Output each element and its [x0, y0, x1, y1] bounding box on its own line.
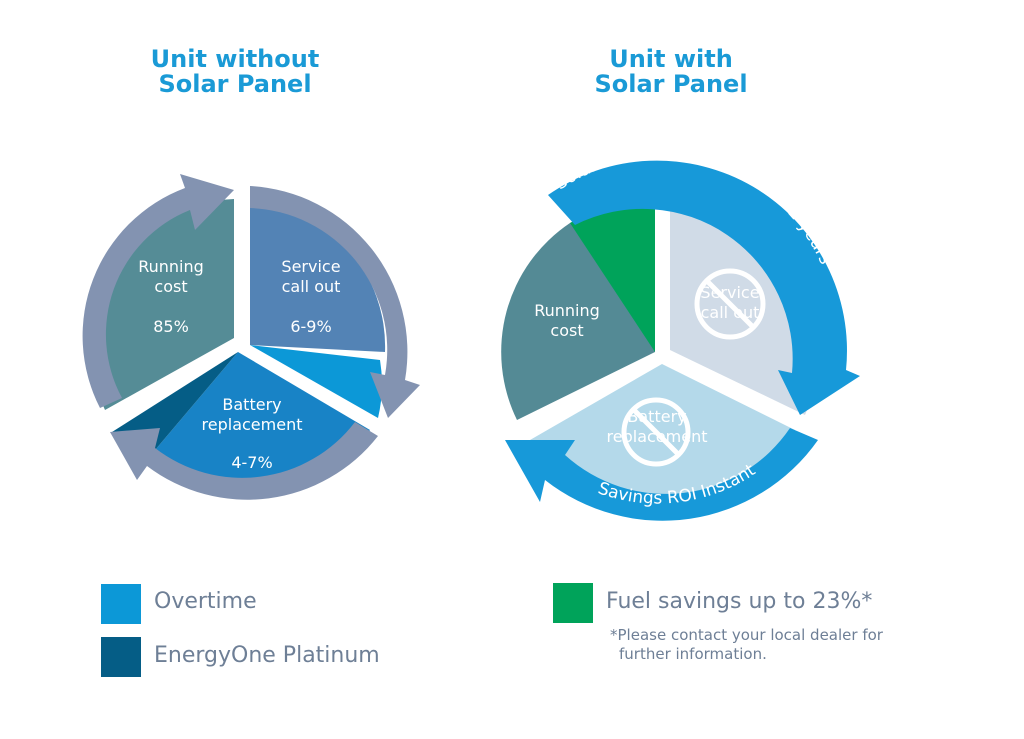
right-diagram: Solar investment 10% ROI < 2 years Savin… — [501, 143, 860, 521]
right-arrow-top — [548, 160, 860, 415]
left-running-value: 85% — [153, 317, 189, 336]
right-fuel-savings-segment — [570, 197, 655, 352]
left-service-label-line2: call out — [282, 277, 341, 296]
right-running-label-line2: cost — [550, 321, 583, 340]
right-arrow-bottom — [505, 428, 818, 521]
left-arrow-bottom — [110, 422, 378, 500]
left-diagram-title: Unit without Solar Panel — [120, 47, 350, 97]
legend-fuel-swatch — [553, 583, 593, 623]
left-arrow-right — [250, 186, 420, 418]
left-battery-value: 4-7% — [231, 453, 272, 472]
left-service-segment — [250, 199, 386, 352]
left-diagram: Running cost 85% Service call out 6-9% B… — [82, 174, 420, 500]
right-running-label-line1: Running — [534, 301, 600, 320]
legend-overtime-swatch — [101, 584, 141, 624]
left-running-label-line2: cost — [154, 277, 187, 296]
footnote-line2: further information. — [619, 645, 767, 663]
left-title-line1: Unit without — [150, 45, 320, 73]
footnote-line1: *Please contact your local dealer for — [610, 626, 883, 644]
right-title-line2: Solar Panel — [594, 70, 748, 98]
right-battery-no-icon — [621, 397, 691, 467]
legend-overtime-label: Overtime — [154, 589, 257, 614]
right-title-line1: Unit with — [609, 45, 733, 73]
right-service-no-icon — [694, 268, 766, 340]
left-service-value: 6-9% — [290, 317, 331, 336]
legend-fuel-label: Fuel savings up to 23%* — [606, 589, 873, 614]
left-title-line2: Solar Panel — [158, 70, 312, 98]
left-service-label-line1: Service — [281, 257, 340, 276]
left-battery-label-line1: Battery — [222, 395, 281, 414]
legend-energyone-swatch — [101, 637, 141, 677]
left-arrow-top — [82, 174, 234, 408]
footnote: *Please contact your local dealer for fu… — [610, 626, 883, 664]
right-diagram-title: Unit with Solar Panel — [556, 47, 786, 97]
left-battery-label-line2: replacement — [202, 415, 303, 434]
legend-energyone-label: EnergyOne Platinum — [154, 643, 380, 668]
left-running-label-line1: Running — [138, 257, 204, 276]
right-service-segment — [670, 198, 819, 415]
left-service-overtime — [250, 345, 382, 418]
